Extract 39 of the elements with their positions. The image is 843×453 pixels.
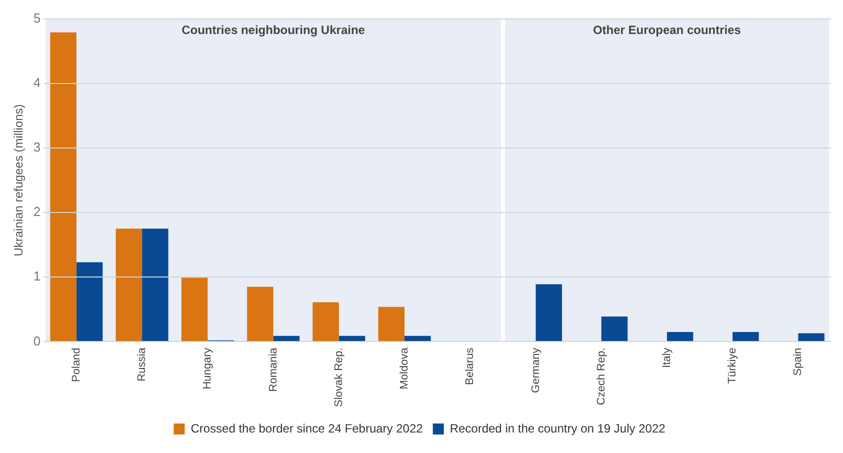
x-tick-label: Romania [267, 346, 280, 392]
x-tick-label: Germany [530, 347, 542, 393]
bar [181, 278, 208, 342]
bar [404, 336, 431, 342]
bar [732, 332, 759, 342]
x-tick-label: Russia [136, 346, 148, 382]
bar [273, 336, 300, 342]
legend-label: Crossed the border since 24 February 2022 [190, 421, 424, 436]
bar [338, 336, 366, 342]
legend-label: Recorded in the country on 19 July 2022 [450, 421, 666, 436]
x-tick-label: Czech Rep. [595, 348, 608, 406]
y-axis-title: Ukrainian refugees (millions) [12, 104, 26, 256]
x-tick-label: Slovak Rep. [332, 348, 345, 408]
x-tick-label: Spain [792, 348, 804, 376]
x-tick-label: Hungary [202, 347, 214, 390]
bar [247, 286, 274, 342]
x-tick-label: Poland [70, 348, 82, 382]
band-label: Other European countries [592, 23, 742, 38]
bar [76, 262, 103, 342]
band-label: Countries neighbouring Ukraine [182, 23, 366, 38]
bar [116, 228, 142, 342]
y-tick-label: 1 [33, 268, 41, 284]
bar [798, 333, 824, 342]
bar [142, 228, 168, 342]
x-tick-label: Italy [660, 347, 673, 368]
bar [50, 32, 76, 342]
y-tick-label: 4 [33, 74, 41, 90]
x-tick-label: Moldova [398, 346, 411, 390]
y-tick-label: 5 [33, 10, 41, 26]
y-tick-label: 0 [33, 333, 41, 348]
bar [378, 306, 405, 342]
bar [536, 284, 562, 342]
x-tick-label: Türkiye [726, 348, 739, 384]
bar [666, 332, 694, 342]
y-tick-label: 3 [33, 140, 41, 155]
bar [601, 316, 628, 342]
y-tick-label: 2 [33, 204, 41, 220]
x-tick-label: Belarus [464, 347, 476, 385]
bar [312, 302, 339, 342]
